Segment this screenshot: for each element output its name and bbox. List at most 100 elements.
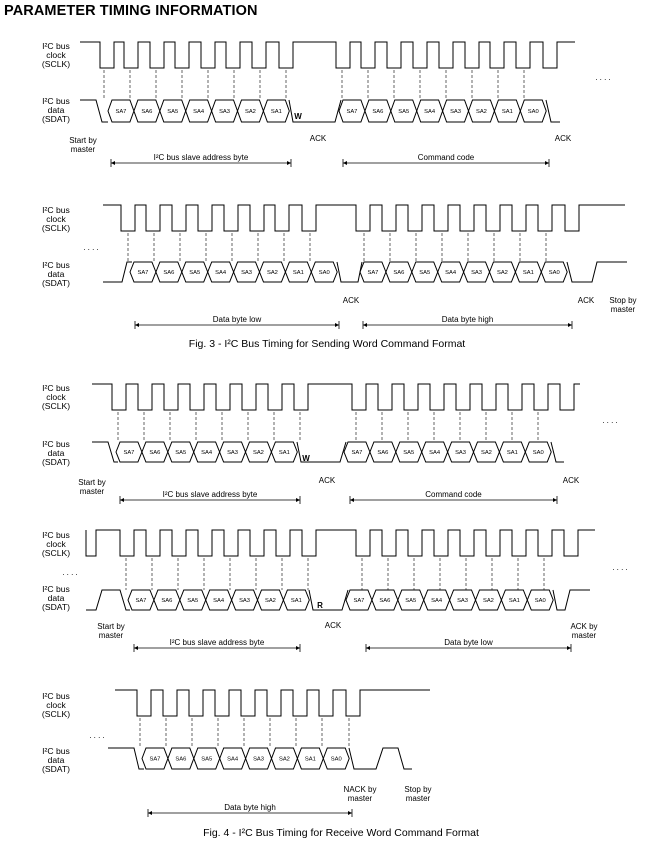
bit-label: SA2 — [476, 109, 487, 115]
bit-label: SA4 — [215, 270, 227, 276]
fig3b-clock-label: I²C bus — [42, 205, 70, 215]
nack-by-master-label: master — [348, 794, 373, 803]
slave-address-range-label: I²C bus slave address byte — [163, 490, 258, 499]
fig4b-sdat-end — [552, 589, 590, 611]
fig3b-data-label: I²C bus — [42, 260, 70, 270]
bit-label: SA6 — [149, 450, 160, 456]
bit-label: SA6 — [372, 109, 383, 115]
fig4b-sclk — [85, 529, 595, 557]
bit-label: SA1 — [507, 450, 518, 456]
bit-label: SA1 — [279, 450, 290, 456]
bit-label: SA4 — [424, 109, 436, 115]
read-marker: R — [317, 601, 323, 610]
ack-by-master-label: master — [572, 631, 597, 640]
bit-cell — [262, 99, 290, 123]
bit-label: SA6 — [175, 757, 186, 763]
fig4c-data-label: data — [48, 755, 65, 765]
ack-label: ACK — [325, 621, 342, 630]
bit-label: SA6 — [379, 598, 390, 604]
bit-label: SA6 — [161, 598, 172, 604]
fig3b-clock-label: (SCLK) — [42, 223, 70, 233]
fig4c-clock-label: (SCLK) — [42, 709, 70, 719]
fig3b-data-label: data — [48, 269, 65, 279]
fig4a-data-label: I²C bus — [42, 439, 70, 449]
bit-label: SA6 — [163, 270, 174, 276]
bit-label: SA2 — [481, 450, 492, 456]
bit-label: SA2 — [245, 109, 256, 115]
start-by-master-label: Start by — [97, 622, 125, 631]
fig3a-sdat-end — [545, 99, 560, 123]
bit-cell — [524, 441, 552, 463]
fig4c-clock-label: I²C bus — [42, 691, 70, 701]
bit-label: SA2 — [267, 270, 278, 276]
continuation-dots: . . . . — [612, 563, 628, 572]
start-by-master-label: master — [71, 145, 96, 154]
fig3b-data-low-bits: SA7 SA6 SA5 SA4 SA3 SA2 SA1 SA0 — [129, 261, 338, 283]
stop-by-master-label: Stop by — [404, 785, 431, 794]
fig4-caption: Fig. 4 - I²C Bus Timing for Receive Word… — [203, 827, 479, 839]
command-code-range: Command code — [342, 153, 550, 167]
data-high-range-label: Data byte high — [442, 315, 494, 324]
bit-label: SA5 — [403, 450, 414, 456]
bit-label: SA7 — [149, 757, 160, 763]
bit-label: SA6 — [393, 270, 404, 276]
bit-label: SA4 — [227, 757, 239, 763]
slave-address-range: I²C bus slave address byte — [119, 490, 301, 504]
bit-label: SA5 — [419, 270, 430, 276]
slave-address-range: I²C bus slave address byte — [110, 153, 292, 167]
bit-label: SA4 — [213, 598, 225, 604]
stop-by-master-label: Stop by — [609, 296, 636, 305]
continuation-dots: . . . . — [595, 73, 611, 82]
bit-cell — [282, 589, 310, 611]
bit-label: SA1 — [502, 109, 513, 115]
bit-cell — [519, 99, 547, 123]
ack-label: ACK — [310, 134, 327, 143]
fig4c-data-label: (SDAT) — [42, 764, 70, 774]
data-high-range: Data byte high — [147, 803, 353, 817]
fig4c-data-label: I²C bus — [42, 746, 70, 756]
nack-by-master-label: NACK by — [344, 785, 377, 794]
fig3b-sdat-end — [566, 261, 627, 283]
fig4a-address-bits: SA7 SA6 SA5 SA4 SA3 SA2 SA1 — [115, 441, 298, 463]
fig4a-sdat-end — [550, 441, 564, 463]
bit-label: SA1 — [291, 598, 302, 604]
fig4b-data-label: I²C bus — [42, 584, 70, 594]
bit-label: SA4 — [193, 109, 205, 115]
bit-label: SA5 — [167, 109, 178, 115]
fig4a-data-label: data — [48, 448, 65, 458]
fig3a-clock-label: (SCLK) — [42, 59, 70, 69]
bit-label: SA5 — [187, 598, 198, 604]
bit-label: SA4 — [201, 450, 213, 456]
bit-label: SA5 — [201, 757, 212, 763]
fig4b-data-low-bits: SA7 SA6 SA5 SA4 SA3 SA2 SA1 SA0 — [345, 589, 554, 611]
fig3a-sdat-start — [80, 99, 108, 123]
fig3a-data-label: data — [48, 105, 65, 115]
bit-label: SA7 — [123, 450, 134, 456]
bit-cell — [270, 441, 298, 463]
bit-label: SA4 — [429, 450, 441, 456]
fig4b-clock-label: clock — [46, 539, 66, 549]
fig3a-clock-label: clock — [46, 50, 66, 60]
start-by-master-label: master — [80, 487, 105, 496]
write-marker: W — [302, 454, 310, 463]
fig4a-command-bits: SA7 SA6 SA5 SA4 SA3 SA2 SA1 SA0 — [343, 441, 552, 463]
bit-label: SA3 — [219, 109, 230, 115]
fig4a-clock-label: (SCLK) — [42, 401, 70, 411]
fig4b-data-label: (SDAT) — [42, 602, 70, 612]
fig4c-sdat-end — [348, 747, 412, 770]
bit-label: SA2 — [497, 270, 508, 276]
bit-label: SA7 — [115, 109, 126, 115]
bit-label: SA4 — [445, 270, 457, 276]
data-low-range-label: Data byte low — [444, 638, 493, 647]
data-low-range: Data byte low — [134, 315, 340, 329]
ack-label: ACK — [555, 134, 572, 143]
fig4a-clock-label: I²C bus — [42, 383, 70, 393]
start-by-master-label: Start by — [78, 478, 106, 487]
fig3a-data-label: (SDAT) — [42, 114, 70, 124]
fig4a-sclk — [92, 383, 580, 411]
bit-label: SA3 — [241, 270, 252, 276]
bit-label: SA1 — [523, 270, 534, 276]
fig3b-clock-label: clock — [46, 214, 66, 224]
start-by-master-label: Start by — [69, 136, 97, 145]
bit-label: SA7 — [351, 450, 362, 456]
